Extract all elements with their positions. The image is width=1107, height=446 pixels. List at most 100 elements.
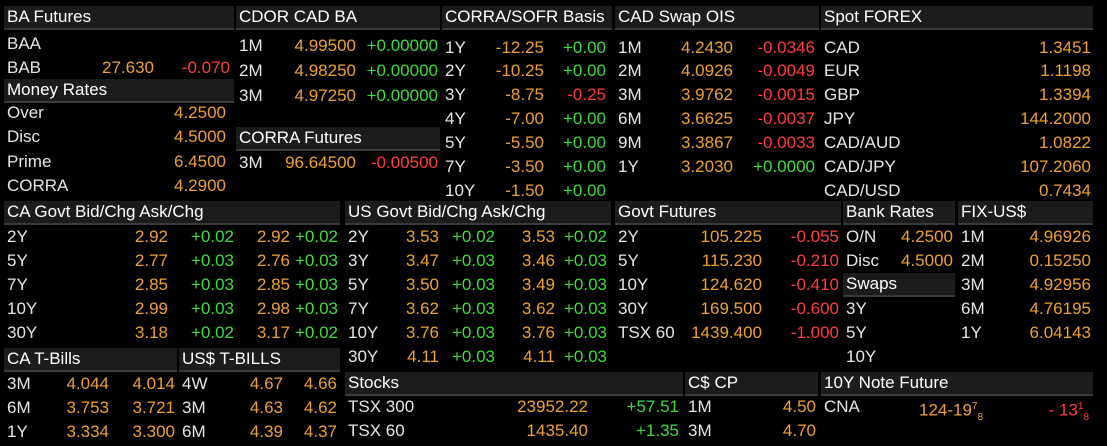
- row-value: 124.620: [700, 275, 762, 294]
- table-row[interactable]: 3M 96.64500 -0.00500: [236, 151, 440, 175]
- table-row[interactable]: 9M 3.3867 -0.0033: [615, 131, 819, 155]
- row-label: 10Y: [445, 181, 476, 199]
- table-row[interactable]: 5Y -5.50 +0.00: [442, 131, 612, 155]
- table-row[interactable]: Disc 4.5000: [843, 249, 955, 271]
- table-row[interactable]: 6M 3.753 3.721: [4, 396, 177, 420]
- table-row[interactable]: BAA: [4, 32, 234, 56]
- table-row[interactable]: 1M 4.2430 -0.0346: [615, 36, 819, 60]
- table-row[interactable]: 6M 4.39 4.37: [179, 420, 340, 444]
- table-row[interactable]: 6M 4.76195: [958, 297, 1093, 321]
- us-tbills-title[interactable]: US$ T-BILLS: [179, 348, 340, 372]
- table-row[interactable]: 2M 4.98250 +0.00000: [236, 59, 440, 83]
- stocks-title[interactable]: Stocks: [345, 372, 683, 396]
- table-row[interactable]: 3M 3.9762 -0.0015: [615, 83, 819, 107]
- corra-sofr-title[interactable]: CORRA/SOFR Basis: [442, 6, 612, 30]
- table-row[interactable]: 7Y 2.85 +0.03 2.85 +0.03: [4, 273, 340, 297]
- table-row[interactable]: 7Y 3.62 +0.03 3.62 +0.03: [345, 297, 611, 321]
- note-future-title[interactable]: 10Y Note Future: [821, 372, 1093, 396]
- table-row[interactable]: 3M 4.70: [685, 419, 818, 443]
- table-row[interactable]: EUR 1.1198: [821, 59, 1093, 83]
- row-label: Disc: [846, 251, 880, 270]
- table-row[interactable]: Over 4.2500: [4, 101, 234, 125]
- table-row[interactable]: JPY 144.2000: [821, 107, 1093, 131]
- spot-forex-title[interactable]: Spot FOREX: [821, 6, 1093, 30]
- table-row[interactable]: 2M 0.15250: [958, 249, 1093, 273]
- table-row[interactable]: GBP 1.3394: [821, 83, 1093, 107]
- row-value: 4.2900: [174, 176, 226, 195]
- cad-swap-title[interactable]: CAD Swap OIS: [615, 6, 819, 30]
- table-row[interactable]: 1Y 3.334 3.300: [4, 420, 177, 444]
- table-row[interactable]: 7Y -3.50 +0.00: [442, 155, 612, 179]
- table-row[interactable]: 5Y: [843, 321, 955, 345]
- table-row[interactable]: 3Y 3.47 +0.03 3.46 +0.03: [345, 249, 611, 273]
- row-label: 30Y: [618, 299, 649, 318]
- row-label: 2Y: [7, 227, 28, 246]
- table-row[interactable]: 2Y 105.225 -0.055: [615, 225, 841, 249]
- bid-value: 3.334: [66, 422, 109, 441]
- table-row[interactable]: 10Y 2.99 +0.03 2.98 +0.03: [4, 297, 340, 321]
- table-row[interactable]: 30Y 4.11 +0.03 4.11 +0.03: [345, 345, 611, 369]
- swaps-title[interactable]: Swaps: [843, 273, 955, 297]
- table-row[interactable]: CAD/AUD 1.0822: [821, 131, 1093, 155]
- us-govt-panel: US Govt Bid/Chg Ask/Chg 2Y 3.53 +0.02 3.…: [345, 201, 611, 370]
- table-row[interactable]: 10Y -1.50 +0.00: [442, 179, 612, 199]
- table-row[interactable]: TSX 60 1439.400 -1.000: [615, 321, 841, 345]
- table-row[interactable]: 30Y 169.500 -0.600: [615, 297, 841, 321]
- table-row[interactable]: CAD/JPY 107.2060: [821, 155, 1093, 179]
- row-label: 7Y: [348, 299, 369, 318]
- bid-value: 3.53: [405, 227, 439, 246]
- table-row[interactable]: 3M 4.92956: [958, 273, 1093, 297]
- row-label: O/N: [846, 227, 877, 246]
- cdor-title[interactable]: CDOR CAD BA: [236, 6, 440, 30]
- table-row[interactable]: Disc 4.5000: [4, 125, 234, 149]
- table-row[interactable]: 6M 3.6625 -0.0037: [615, 107, 819, 131]
- table-row[interactable]: 2Y -10.25 +0.00: [442, 59, 612, 83]
- table-row[interactable]: 1Y 6.04143: [958, 321, 1093, 345]
- table-row[interactable]: 2M 4.0926 -0.0049: [615, 59, 819, 83]
- table-row[interactable]: 5Y 2.77 +0.03 2.76 +0.03: [4, 249, 340, 273]
- table-row[interactable]: 1M 4.50: [685, 395, 818, 419]
- table-row[interactable]: 3M 4.97250 +0.00000: [236, 84, 440, 108]
- table-row[interactable]: 1Y 3.2030 +0.0000: [615, 155, 819, 179]
- us-govt-title[interactable]: US Govt Bid/Chg Ask/Chg: [345, 201, 611, 225]
- table-row[interactable]: CNA 124-1978 - 1318: [821, 395, 1093, 423]
- table-row[interactable]: 4W 4.67 4.66: [179, 372, 340, 396]
- table-row[interactable]: 4Y -7.00 +0.00: [442, 107, 612, 131]
- ca-govt-title[interactable]: CA Govt Bid/Chg Ask/Chg: [4, 201, 340, 225]
- table-row[interactable]: 30Y 3.18 +0.02 3.17 +0.02: [4, 321, 340, 345]
- table-row[interactable]: 3M 4.63 4.62: [179, 396, 340, 420]
- table-row[interactable]: 2Y 3.53 +0.02 3.53 +0.02: [345, 225, 611, 249]
- table-row[interactable]: 10Y 3.76 +0.03 3.76 +0.03: [345, 321, 611, 345]
- table-row[interactable]: 3Y: [843, 297, 955, 321]
- row-change: -0.055: [790, 227, 839, 246]
- row-value: 144.2000: [1020, 109, 1091, 128]
- table-row[interactable]: 5Y 3.50 +0.03 3.49 +0.03: [345, 273, 611, 297]
- table-row[interactable]: CAD/USD 0.7434: [821, 179, 1093, 199]
- table-row[interactable]: TSX 300 23952.22 +57.51: [345, 395, 683, 419]
- fix-us-title[interactable]: FIX-US$: [958, 201, 1093, 225]
- corra-futures-title[interactable]: CORRA Futures: [236, 127, 440, 151]
- table-row[interactable]: 1M 4.99500 +0.00000: [236, 34, 440, 58]
- table-row[interactable]: BAB 27.630 -0.070: [4, 56, 234, 76]
- ba-futures-title[interactable]: BA Futures: [4, 6, 234, 30]
- table-row[interactable]: 10Y: [843, 345, 955, 369]
- table-row[interactable]: Prime 6.4500: [4, 150, 234, 174]
- row-change: +0.0000: [753, 157, 815, 176]
- table-row[interactable]: 2Y 2.92 +0.02 2.92 +0.02: [4, 225, 340, 249]
- table-row[interactable]: 1Y -12.25 +0.00: [442, 36, 612, 60]
- table-row[interactable]: 1M 4.96926: [958, 225, 1093, 249]
- cs-cp-title[interactable]: C$ CP: [685, 372, 818, 396]
- table-row[interactable]: 3Y -8.75 -0.25: [442, 83, 612, 107]
- money-rates-title[interactable]: Money Rates: [4, 79, 234, 103]
- table-row[interactable]: 5Y 115.230 -0.210: [615, 249, 841, 273]
- govt-futures-title[interactable]: Govt Futures: [615, 201, 841, 225]
- table-row[interactable]: 10Y 124.620 -0.410: [615, 273, 841, 297]
- table-row[interactable]: TSX 60 1435.40 +1.35: [345, 419, 683, 443]
- table-row[interactable]: CORRA 4.2900: [4, 174, 234, 197]
- table-row[interactable]: CAD 1.3451: [821, 36, 1093, 60]
- bank-rates-title[interactable]: Bank Rates: [843, 201, 955, 225]
- row-value: 23952.22: [517, 397, 588, 416]
- ca-tbills-title[interactable]: CA T-Bills: [4, 348, 177, 372]
- table-row[interactable]: 3M 4.044 4.014: [4, 372, 177, 396]
- table-row[interactable]: O/N 4.2500: [843, 225, 955, 249]
